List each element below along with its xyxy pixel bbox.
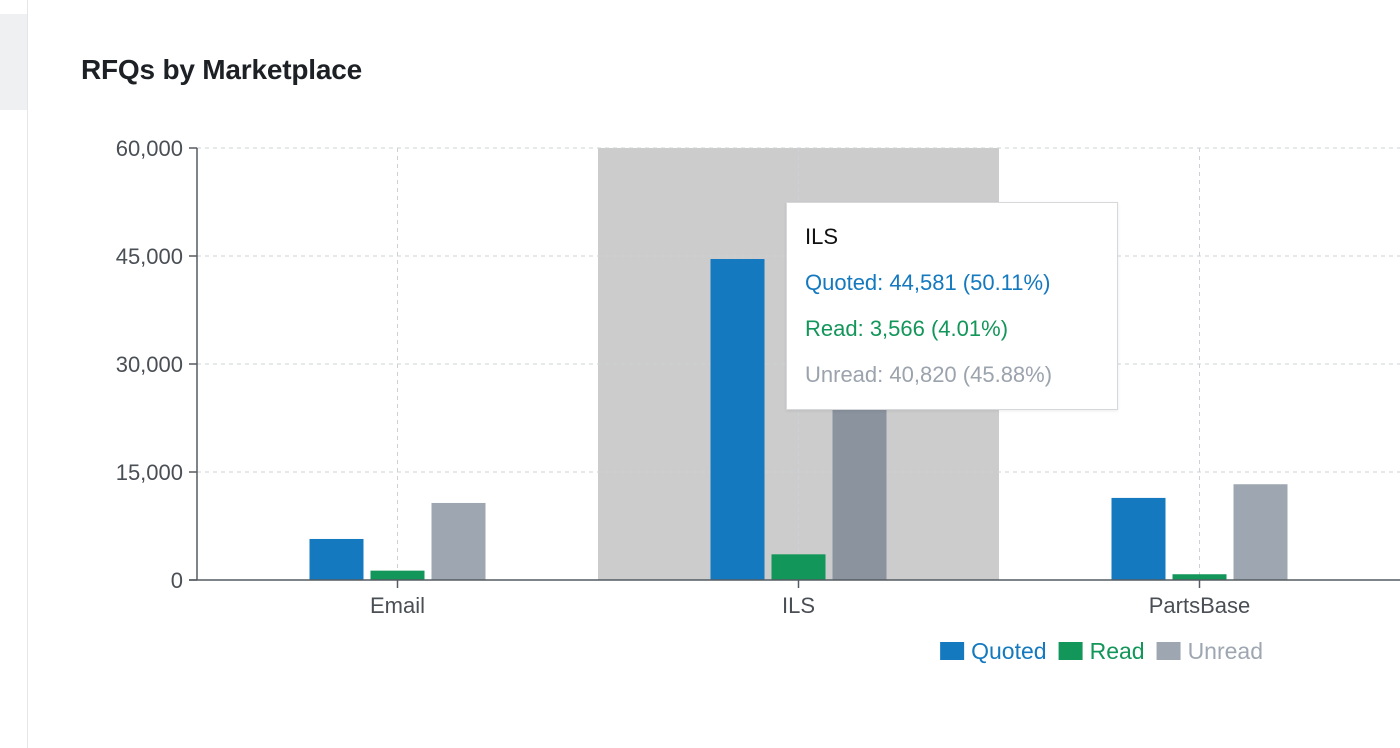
tooltip-quoted: Quoted: 44,581 (50.11%) [805, 270, 1051, 295]
bar-read-email [370, 570, 425, 580]
legend-label: Quoted [971, 638, 1046, 664]
y-tick-label: 30,000 [116, 352, 183, 377]
bar-unread-partsbase [1233, 484, 1288, 580]
chart-tooltip: ILS Quoted: 44,581 (50.11%) Read: 3,566 … [786, 202, 1118, 410]
axis-layer: 0 15,000 30,000 45,000 60,000 Email ILS PartsBa… [116, 136, 1400, 618]
bar-read-ils [771, 554, 826, 580]
legend-label: Unread [1188, 638, 1263, 664]
legend-item-unread: Unread [1156, 638, 1263, 664]
legend-swatch [1058, 642, 1083, 660]
legend-item-quoted: Quoted [940, 638, 1047, 664]
x-tick-label: PartsBase [1149, 593, 1251, 618]
tooltip-unread: Unread: 40,820 (45.88%) [805, 362, 1053, 387]
legend-swatch [1156, 642, 1181, 660]
x-tick-label: Email [370, 593, 425, 618]
legend-label: Read [1090, 638, 1145, 664]
bar-quoted-partsbase [1111, 497, 1166, 580]
bar-unread-email [431, 502, 486, 580]
left-rail-tab[interactable] [0, 14, 27, 110]
tooltip-read: Read: 3,566 (4.01%) [805, 316, 1009, 341]
bar-read-partsbase [1172, 574, 1227, 580]
left-rail [0, 0, 28, 748]
legend-item-read: Read [1058, 638, 1145, 664]
y-tick-label: 0 [171, 568, 183, 593]
legend: Quoted Read Unread [940, 638, 1263, 664]
y-tick-label: 45,000 [116, 244, 183, 269]
legend-swatch [940, 642, 965, 660]
y-tick-label: 15,000 [116, 460, 183, 485]
bar-quoted-email [309, 538, 364, 580]
y-tick-label: 60,000 [116, 136, 183, 161]
chart-title: RFQs by Marketplace [81, 54, 362, 85]
bar-quoted-ils [710, 259, 765, 580]
bars-layer [309, 259, 1288, 580]
tooltip-title: ILS [805, 224, 839, 249]
x-tick-label: ILS [782, 593, 815, 618]
